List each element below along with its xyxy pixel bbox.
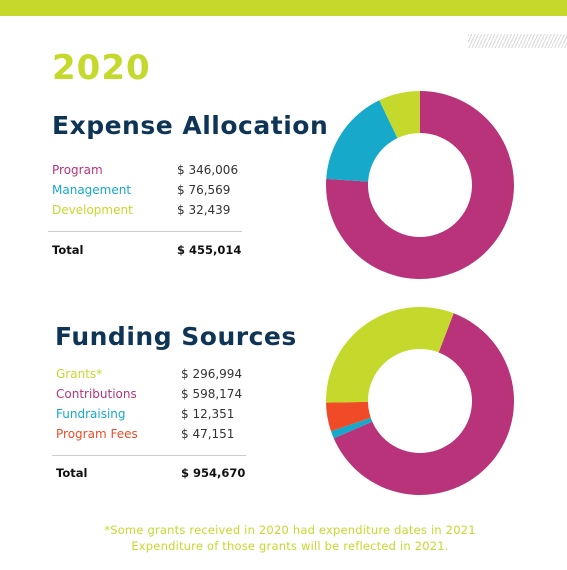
expense-title: Expense Allocation xyxy=(52,111,329,140)
expense-label: Management xyxy=(52,183,132,197)
expense-value: $ 346,006 xyxy=(177,163,239,177)
funding-total-row: Total $ 954,670 xyxy=(56,466,246,486)
footnote-line-2: Expenditure of those grants will be refl… xyxy=(131,539,449,553)
funding-value: $ 12,351 xyxy=(181,407,235,421)
footnote: *Some grants received in 2020 had expend… xyxy=(60,522,520,554)
footnote-line-1: *Some grants received in 2020 had expend… xyxy=(104,523,476,537)
funding-title: Funding Sources xyxy=(55,322,297,351)
expense-value: $ 76,569 xyxy=(177,183,231,197)
funding-label: Program Fees xyxy=(56,427,138,441)
decorative-hatch xyxy=(468,34,567,48)
funding-value: $ 598,174 xyxy=(181,387,243,401)
expense-donut-chart xyxy=(326,91,514,279)
slice-management xyxy=(326,100,398,182)
expense-total-label: Total xyxy=(52,243,84,257)
funding-value: $ 296,994 xyxy=(181,367,243,381)
funding-row-fundraising: Fundraising $ 12,351 xyxy=(56,407,246,427)
top-accent-bar xyxy=(0,0,567,16)
expense-total-row: Total $ 455,014 xyxy=(52,243,242,263)
slice-fundraising xyxy=(331,417,373,439)
year-heading: 2020 xyxy=(52,48,151,88)
expense-label: Development xyxy=(52,203,133,217)
funding-row-grants: Grants* $ 296,994 xyxy=(56,367,246,387)
funding-row-program-fees: Program Fees $ 47,151 xyxy=(56,427,246,447)
funding-value: $ 47,151 xyxy=(181,427,235,441)
slice-contributions xyxy=(333,313,514,495)
funding-label: Fundraising xyxy=(56,407,126,421)
expense-total-value: $ 455,014 xyxy=(177,243,242,257)
expense-value: $ 32,439 xyxy=(177,203,231,217)
slice-program xyxy=(326,91,514,279)
slice-program-fees xyxy=(326,401,371,432)
expense-row-management: Management $ 76,569 xyxy=(52,183,242,203)
expense-divider xyxy=(48,231,242,232)
slice-development xyxy=(379,91,420,139)
slice-grants xyxy=(326,307,454,403)
expense-label: Program xyxy=(52,163,103,177)
expense-row-development: Development $ 32,439 xyxy=(52,203,242,223)
funding-row-contributions: Contributions $ 598,174 xyxy=(56,387,246,407)
funding-donut-chart xyxy=(326,307,514,495)
expense-row-program: Program $ 346,006 xyxy=(52,163,242,183)
funding-label: Grants* xyxy=(56,367,103,381)
funding-total-label: Total xyxy=(56,466,88,480)
funding-label: Contributions xyxy=(56,387,137,401)
funding-total-value: $ 954,670 xyxy=(181,466,246,480)
funding-divider xyxy=(52,455,246,456)
